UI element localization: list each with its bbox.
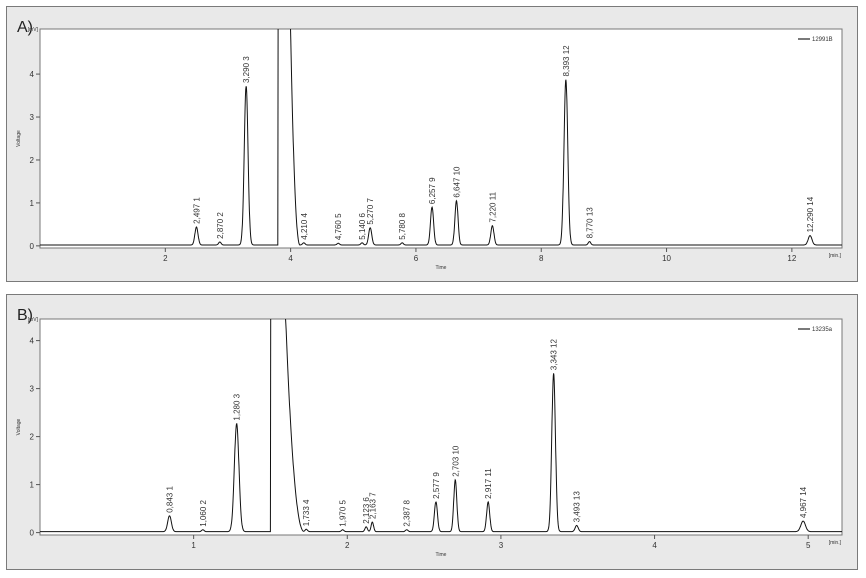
chromatogram-b: 0 1 2 3 4 1 2 3 4 5 [mV] [min.] Time Voltage 13235a 0,8… — [16, 317, 843, 558]
c1-x-tick-label: 3 — [499, 541, 504, 550]
c1-y-tick-label: 2 — [30, 433, 35, 442]
c1-x-tick-label: 4 — [652, 541, 657, 550]
c0-peak-label: 3,290 3 — [242, 56, 251, 83]
c1-peak-label: 1,060 2 — [199, 499, 208, 526]
c1-x-tick-label: 1 — [191, 541, 196, 550]
c1-y-tick-label: 0 — [30, 529, 35, 538]
c0-x-axis-label: Time — [436, 265, 447, 271]
c1-x-tick-label: 2 — [345, 541, 350, 550]
c0-trace — [40, 29, 842, 246]
c1-legend-label: 13235a — [812, 327, 833, 333]
c1-peak-label: 2,917 11 — [484, 468, 493, 499]
c0-x-tick-label: 2 — [163, 254, 168, 263]
c1-y-tick-label: 4 — [30, 337, 35, 346]
c1-plot-area — [39, 318, 843, 536]
c0-peak-label: 5,140 6 — [358, 212, 367, 239]
c0-y-tick-label: 3 — [30, 113, 35, 122]
c0-y-tick-label: 1 — [30, 199, 35, 208]
chromatogram-panel-b: B) 0 1 2 3 4 1 2 3 4 5 [mV] [min.] Time Voltage 13235a… — [6, 294, 858, 570]
c1-x-unit: [min.] — [829, 540, 842, 546]
c0-x-tick-label: 12 — [787, 254, 796, 263]
c1-peak-label: 2,163 7 — [368, 492, 377, 519]
c1-peak-label: 3,493 13 — [573, 491, 582, 523]
panel-label-a: A) — [17, 19, 33, 36]
c1-y-unit: [mV] — [28, 317, 39, 323]
c0-peak-label: 6,647 10 — [452, 166, 461, 198]
c1-y-axis-label: Voltage — [16, 418, 22, 435]
c1-y-tick-label: 3 — [30, 385, 35, 394]
chromatogram-panel-a: A) 0 1 2 3 4 2 4 6 8 10 12 [mV] [min.] Time Voltage 129… — [6, 6, 858, 282]
c0-peak-label: 5,270 7 — [366, 197, 375, 224]
c0-x-tick-label: 8 — [539, 254, 544, 263]
c0-peak-label: 2,870 2 — [216, 212, 225, 239]
c0-y-unit: [mV] — [28, 27, 39, 33]
c0-y-tick-label: 0 — [30, 242, 35, 251]
c0-peak-label: 8,770 13 — [585, 207, 594, 239]
c0-peak-label: 12,290 14 — [806, 196, 815, 232]
c1-peak-label: 2,123 6 — [362, 497, 371, 524]
c0-x-tick-label: 6 — [414, 254, 419, 263]
panel-label-b: B) — [17, 307, 33, 324]
c0-x-tick-label: 4 — [288, 254, 293, 263]
c1-x-tick-label: 5 — [806, 541, 811, 550]
c0-peak-label: 7,220 11 — [488, 191, 497, 222]
c0-plot-area — [39, 28, 843, 249]
c1-peak-label: 4,967 14 — [799, 486, 808, 518]
c1-peak-label: 0,843 1 — [166, 486, 175, 513]
c1-peak-label: 2,703 10 — [451, 445, 460, 477]
c0-legend-label: 12991B — [812, 37, 833, 43]
c1-peak-label: 3,343 12 — [550, 339, 559, 371]
c0-y-tick-label: 2 — [30, 156, 35, 165]
c0-peak-label: 8,393 12 — [562, 45, 571, 77]
c1-peak-label: 1,970 5 — [339, 499, 348, 526]
c1-x-axis-label: Time — [436, 552, 447, 558]
c1-peak-label: 1,280 3 — [233, 393, 242, 420]
c0-peak-label: 5,780 8 — [398, 212, 407, 239]
c1-peak-label: 1,733 4 — [302, 499, 311, 526]
c0-x-unit: [min.] — [829, 253, 842, 259]
c1-peak-label: 2,387 8 — [403, 499, 412, 526]
c1-peak-label: 2,577 9 — [432, 472, 441, 499]
c0-x-tick-label: 10 — [662, 254, 671, 263]
c1-y-tick-label: 1 — [30, 481, 35, 490]
c1-trace — [40, 319, 842, 533]
c0-peak-label: 6,257 9 — [428, 177, 437, 204]
c0-y-tick-label: 4 — [30, 70, 35, 79]
c0-peak-label: 4,210 4 — [300, 212, 309, 239]
c0-peak-label: 2,497 1 — [192, 197, 201, 224]
c0-peak-label: 4,760 5 — [334, 213, 343, 240]
c0-y-axis-label: Voltage — [16, 130, 22, 147]
